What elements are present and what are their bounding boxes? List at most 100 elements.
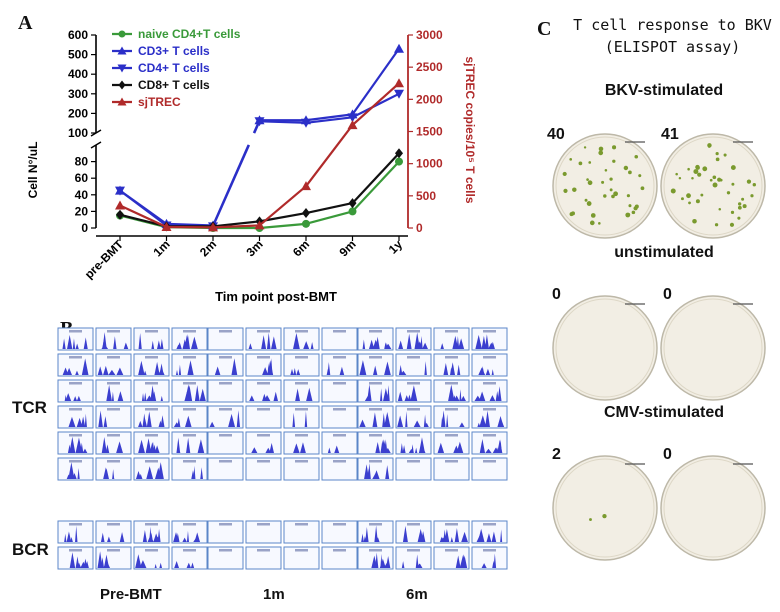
elispot-spot xyxy=(588,161,592,164)
x-tick-label: 6m xyxy=(290,237,312,259)
spectratype-cell xyxy=(245,353,282,377)
data-point xyxy=(302,208,310,219)
elispot-spot xyxy=(692,218,697,224)
elispot-spot xyxy=(681,197,684,201)
elispot-spot xyxy=(634,154,639,159)
elispot-spot xyxy=(678,176,682,180)
spectratype-cell xyxy=(207,405,244,429)
spectratype-cell xyxy=(395,457,432,481)
y2-tick-label: 3000 xyxy=(416,28,443,42)
count-bkv-1: 40 xyxy=(547,126,565,143)
elispot-spot xyxy=(686,193,691,199)
elispot-spot xyxy=(697,172,702,177)
elispot-spot xyxy=(752,183,756,187)
spectratype-cell xyxy=(57,379,94,403)
elispot-spot xyxy=(715,157,720,162)
elispot-spot xyxy=(623,165,629,171)
data-point xyxy=(115,186,125,196)
spectratype-cell xyxy=(57,431,94,455)
spectratype-cell xyxy=(133,546,170,570)
spectratype-cell xyxy=(321,457,358,481)
spectratype-cell xyxy=(95,353,132,377)
spectratype-cell xyxy=(245,431,282,455)
elispot-spot xyxy=(628,204,632,208)
spectratype-cell xyxy=(207,546,244,570)
elispot-spot xyxy=(634,204,639,209)
spectratype-cell xyxy=(471,431,508,455)
x-tick-label: 1m xyxy=(150,237,172,259)
elispot-spot xyxy=(730,165,736,170)
spectratype-cell xyxy=(245,405,282,429)
elispot-spot xyxy=(712,182,718,188)
elispot-spot xyxy=(702,166,708,172)
elispot-spot xyxy=(628,170,632,175)
elispot-spot xyxy=(638,174,642,178)
series-segment xyxy=(351,48,400,116)
spectratype-cell xyxy=(95,379,132,403)
series-segment xyxy=(212,220,260,228)
elispot-well xyxy=(552,455,658,561)
spectratype-cell xyxy=(133,457,170,481)
elispot-spot xyxy=(586,178,589,181)
y-tick-label: 600 xyxy=(68,28,88,42)
spectratype-cell xyxy=(395,520,432,544)
elispot-spot xyxy=(589,220,595,226)
spectratype-cell xyxy=(133,431,170,455)
spectratype-cell xyxy=(171,546,208,570)
spectratype-cell xyxy=(471,353,508,377)
elispot-spot xyxy=(569,212,574,217)
spectratype-cell xyxy=(357,520,394,544)
elispot-spot xyxy=(687,167,690,171)
legend-label: CD8+ T cells xyxy=(138,78,210,92)
spectratype-cell xyxy=(395,546,432,570)
series-segment xyxy=(119,189,168,227)
spectratype-cell xyxy=(321,431,358,455)
legend-label: sjTREC xyxy=(138,95,181,109)
count-unstim-2: 0 xyxy=(663,286,672,303)
spectratype-cell xyxy=(207,520,244,544)
y-tick-label: 100 xyxy=(68,126,88,140)
spectratype-cell xyxy=(471,405,508,429)
legend-marker xyxy=(117,97,127,106)
spectratype-cell xyxy=(433,457,470,481)
data-point xyxy=(302,219,310,228)
elispot-spot xyxy=(602,513,607,519)
elispot-subtitle: (ELISPOT assay) xyxy=(604,38,741,56)
spectratype-cell xyxy=(321,405,358,429)
spectratype-cell xyxy=(133,379,170,403)
y2-tick-label: 2500 xyxy=(416,60,443,74)
data-point xyxy=(394,43,404,53)
elispot-spot xyxy=(729,222,735,227)
y2-axis-label: sjTREC copies/10⁵ T cells xyxy=(463,56,477,203)
legend-label: naive CD4+T cells xyxy=(138,27,241,41)
elispot-spot xyxy=(726,191,731,195)
elispot-spot xyxy=(563,188,568,193)
elispot-spot xyxy=(742,204,747,209)
elispot-spot xyxy=(584,198,588,202)
spectratype-cell xyxy=(395,327,432,351)
data-point xyxy=(115,200,125,210)
x-tick-label: 3m xyxy=(243,237,265,259)
elispot-spot xyxy=(598,222,601,225)
spectratype-cell xyxy=(57,457,94,481)
spectratype-cell xyxy=(133,327,170,351)
y-tick-label: 200 xyxy=(68,106,88,120)
spectratype-cell xyxy=(95,546,132,570)
x-tick-label: 9m xyxy=(336,237,358,259)
group-label-1m: 1m xyxy=(263,586,285,603)
data-point xyxy=(348,198,357,209)
data-point xyxy=(254,220,265,230)
spectratype-cell xyxy=(471,327,508,351)
x-tick-label: 1y xyxy=(386,237,406,257)
elispot-spot xyxy=(691,176,694,180)
elispot-spot xyxy=(586,201,592,206)
spectratype-cell xyxy=(471,520,508,544)
count-bkv-2: 41 xyxy=(661,126,679,143)
spectratype-cell xyxy=(471,546,508,570)
spectratype-cell xyxy=(321,546,358,570)
elispot-spot xyxy=(695,164,700,170)
series-segment xyxy=(305,210,353,225)
elispot-spot xyxy=(612,145,617,150)
elispot-spot xyxy=(737,205,742,210)
x-axis-label: Tim point post-BMT xyxy=(215,289,337,304)
